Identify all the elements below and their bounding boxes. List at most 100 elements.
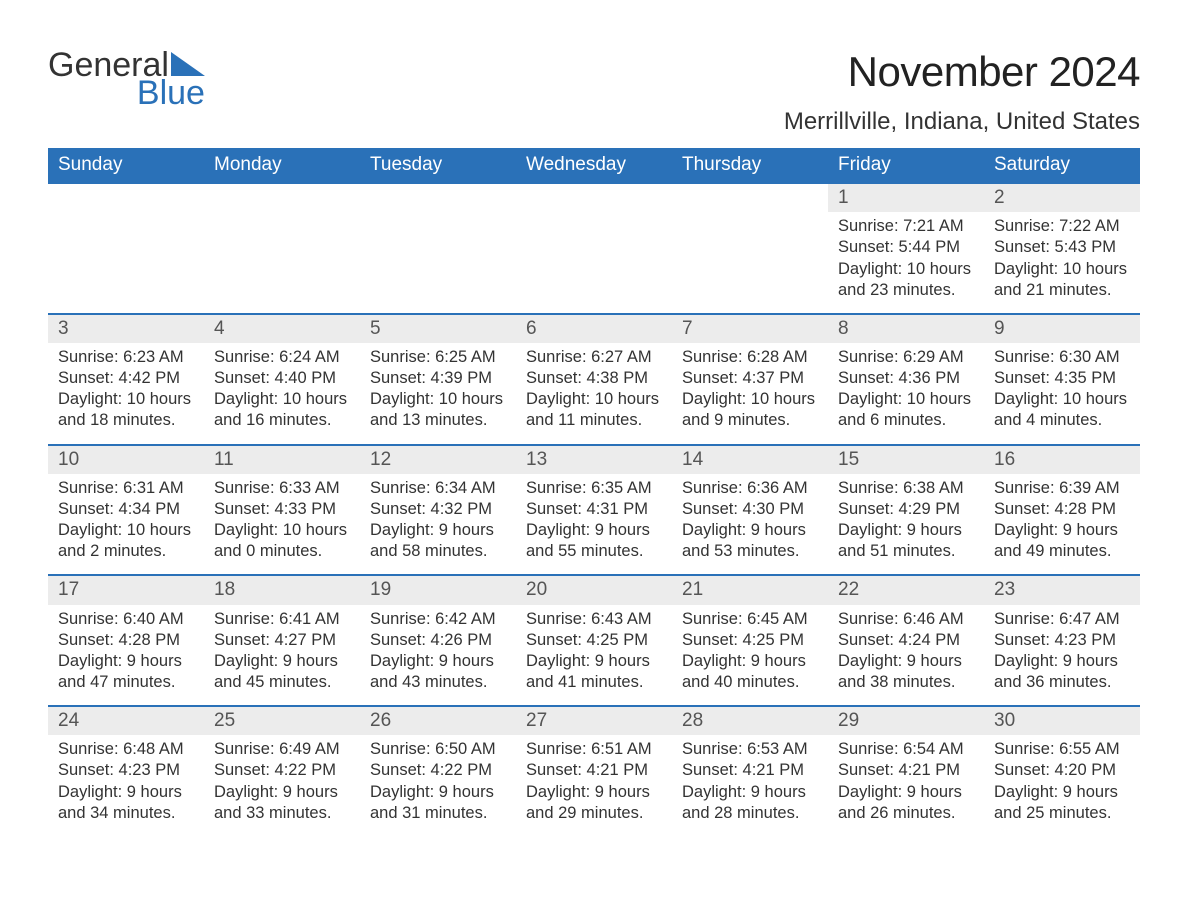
day-cell: 29 Sunrise: 6:54 AMSunset: 4:21 PMDayligh… — [828, 707, 984, 830]
day-cell: 10Sunrise: 6:31 AMSunset: 4:34 PMDayligh… — [48, 446, 204, 569]
daylight-line: Daylight: 10 hours and 11 minutes. — [526, 389, 662, 431]
day-number: 14 — [672, 446, 828, 474]
sunrise-line: Sunrise: 6:50 AM — [370, 739, 506, 760]
sunrise-line: Sunrise: 6:53 AM — [682, 739, 818, 760]
daylight-line: Daylight: 10 hours and 0 minutes. — [214, 520, 350, 562]
sunrise-line: Sunrise: 6:28 AM — [682, 347, 818, 368]
sunrise-line: Sunrise: 7:21 AM — [838, 216, 974, 237]
day-number: 22 — [828, 576, 984, 604]
brand-logo: General Blue — [48, 48, 205, 110]
day-number: 17 — [48, 576, 204, 604]
day-cell: 12Sunrise: 6:34 AMSunset: 4:32 PMDayligh… — [360, 446, 516, 569]
day-number: 20 — [516, 576, 672, 604]
sunrise-line: Sunrise: 6:54 AM — [838, 739, 974, 760]
day-number: 12 — [360, 446, 516, 474]
sunrise-line: Sunrise: 6:30 AM — [994, 347, 1130, 368]
day-cell: 3Sunrise: 6:23 AMSunset: 4:42 PMDaylight… — [48, 315, 204, 438]
sunrise-line: Sunrise: 6:39 AM — [994, 478, 1130, 499]
day-number: 3 — [48, 315, 204, 343]
location-subtitle: Merrillville, Indiana, United States — [784, 108, 1140, 136]
daylight-line: Daylight: 9 hours and 43 minutes. — [370, 651, 506, 693]
day-cell — [204, 184, 360, 307]
sunset-line: Sunset: 4:29 PM — [838, 499, 974, 520]
daylight-line: Daylight: 9 hours and 47 minutes. — [58, 651, 194, 693]
sunrise-line: Sunrise: 6:43 AM — [526, 609, 662, 630]
day-cell: 15Sunrise: 6:38 AMSunset: 4:29 PMDayligh… — [828, 446, 984, 569]
sunrise-line: Sunrise: 6:40 AM — [58, 609, 194, 630]
daylight-line: Daylight: 9 hours and 55 minutes. — [526, 520, 662, 562]
day-number: 9 — [984, 315, 1140, 343]
sunset-line: Sunset: 4:21 PM — [838, 760, 974, 781]
daylight-line: Daylight: 9 hours and 41 minutes. — [526, 651, 662, 693]
sunset-line: Sunset: 5:43 PM — [994, 237, 1130, 258]
sunrise-line: Sunrise: 6:33 AM — [214, 478, 350, 499]
week-row: 3Sunrise: 6:23 AMSunset: 4:42 PMDaylight… — [48, 313, 1140, 438]
day-cell: 6Sunrise: 6:27 AMSunset: 4:38 PMDaylight… — [516, 315, 672, 438]
sunset-line: Sunset: 4:38 PM — [526, 368, 662, 389]
weekday-header: Monday — [204, 148, 360, 182]
daylight-line: Daylight: 9 hours and 45 minutes. — [214, 651, 350, 693]
daylight-line: Daylight: 9 hours and 34 minutes. — [58, 782, 194, 824]
daylight-line: Daylight: 9 hours and 26 minutes. — [838, 782, 974, 824]
day-number: 25 — [204, 707, 360, 735]
sunrise-line: Sunrise: 6:48 AM — [58, 739, 194, 760]
week-row: 17Sunrise: 6:40 AMSunset: 4:28 PMDayligh… — [48, 574, 1140, 699]
sunset-line: Sunset: 4:24 PM — [838, 630, 974, 651]
sunset-line: Sunset: 4:42 PM — [58, 368, 194, 389]
day-cell: 9Sunrise: 6:30 AMSunset: 4:35 PMDaylight… — [984, 315, 1140, 438]
brand-word2: Blue — [137, 74, 205, 112]
daylight-line: Daylight: 10 hours and 13 minutes. — [370, 389, 506, 431]
day-cell: 16Sunrise: 6:39 AMSunset: 4:28 PMDayligh… — [984, 446, 1140, 569]
day-cell: 21 Sunrise: 6:45 AMSunset: 4:25 PMDayligh… — [672, 576, 828, 699]
daylight-line: Daylight: 10 hours and 2 minutes. — [58, 520, 194, 562]
daylight-line: Daylight: 10 hours and 23 minutes. — [838, 259, 974, 301]
day-number: 2 — [984, 184, 1140, 212]
day-number: 29 — [828, 707, 984, 735]
sunrise-line: Sunrise: 6:51 AM — [526, 739, 662, 760]
title-block: November 2024 Merrillville, Indiana, Uni… — [784, 48, 1140, 136]
sunset-line: Sunset: 4:22 PM — [370, 760, 506, 781]
weekday-header: Saturday — [984, 148, 1140, 182]
sunset-line: Sunset: 4:23 PM — [994, 630, 1130, 651]
day-cell: 24Sunrise: 6:48 AMSunset: 4:23 PMDayligh… — [48, 707, 204, 830]
daylight-line: Daylight: 9 hours and 40 minutes. — [682, 651, 818, 693]
day-number: 13 — [516, 446, 672, 474]
sunset-line: Sunset: 4:30 PM — [682, 499, 818, 520]
day-number: 7 — [672, 315, 828, 343]
day-number: 21 — [672, 576, 828, 604]
day-cell: 13Sunrise: 6:35 AMSunset: 4:31 PMDayligh… — [516, 446, 672, 569]
daylight-line: Daylight: 9 hours and 25 minutes. — [994, 782, 1130, 824]
sunset-line: Sunset: 4:21 PM — [682, 760, 818, 781]
daylight-line: Daylight: 9 hours and 58 minutes. — [370, 520, 506, 562]
sunset-line: Sunset: 4:32 PM — [370, 499, 506, 520]
sunset-line: Sunset: 4:33 PM — [214, 499, 350, 520]
day-cell: 26Sunrise: 6:50 AMSunset: 4:22 PMDayligh… — [360, 707, 516, 830]
sunrise-line: Sunrise: 6:25 AM — [370, 347, 506, 368]
day-cell: 1Sunrise: 7:21 AMSunset: 5:44 PMDaylight… — [828, 184, 984, 307]
day-cell: 8Sunrise: 6:29 AMSunset: 4:36 PMDaylight… — [828, 315, 984, 438]
sunrise-line: Sunrise: 6:46 AM — [838, 609, 974, 630]
day-cell: 5Sunrise: 6:25 AMSunset: 4:39 PMDaylight… — [360, 315, 516, 438]
sunrise-line: Sunrise: 6:45 AM — [682, 609, 818, 630]
day-cell — [516, 184, 672, 307]
day-number: 27 — [516, 707, 672, 735]
daylight-line: Daylight: 10 hours and 6 minutes. — [838, 389, 974, 431]
day-cell — [672, 184, 828, 307]
sunrise-line: Sunrise: 6:35 AM — [526, 478, 662, 499]
sunset-line: Sunset: 4:36 PM — [838, 368, 974, 389]
sunrise-line: Sunrise: 6:24 AM — [214, 347, 350, 368]
sunset-line: Sunset: 4:22 PM — [214, 760, 350, 781]
weekday-header: Tuesday — [360, 148, 516, 182]
daylight-line: Daylight: 10 hours and 18 minutes. — [58, 389, 194, 431]
day-number: 8 — [828, 315, 984, 343]
day-cell: 14Sunrise: 6:36 AMSunset: 4:30 PMDayligh… — [672, 446, 828, 569]
day-number: 6 — [516, 315, 672, 343]
weekday-header-row: SundayMondayTuesdayWednesdayThursdayFrid… — [48, 148, 1140, 182]
sunset-line: Sunset: 4:28 PM — [58, 630, 194, 651]
week-row: 10Sunrise: 6:31 AMSunset: 4:34 PMDayligh… — [48, 444, 1140, 569]
weekday-header: Thursday — [672, 148, 828, 182]
day-cell: 17 Sunrise: 6:40 AMSunset: 4:28 PMDayligh… — [48, 576, 204, 699]
daylight-line: Daylight: 10 hours and 21 minutes. — [994, 259, 1130, 301]
day-cell: 7Sunrise: 6:28 AMSunset: 4:37 PMDaylight… — [672, 315, 828, 438]
sunset-line: Sunset: 4:25 PM — [682, 630, 818, 651]
